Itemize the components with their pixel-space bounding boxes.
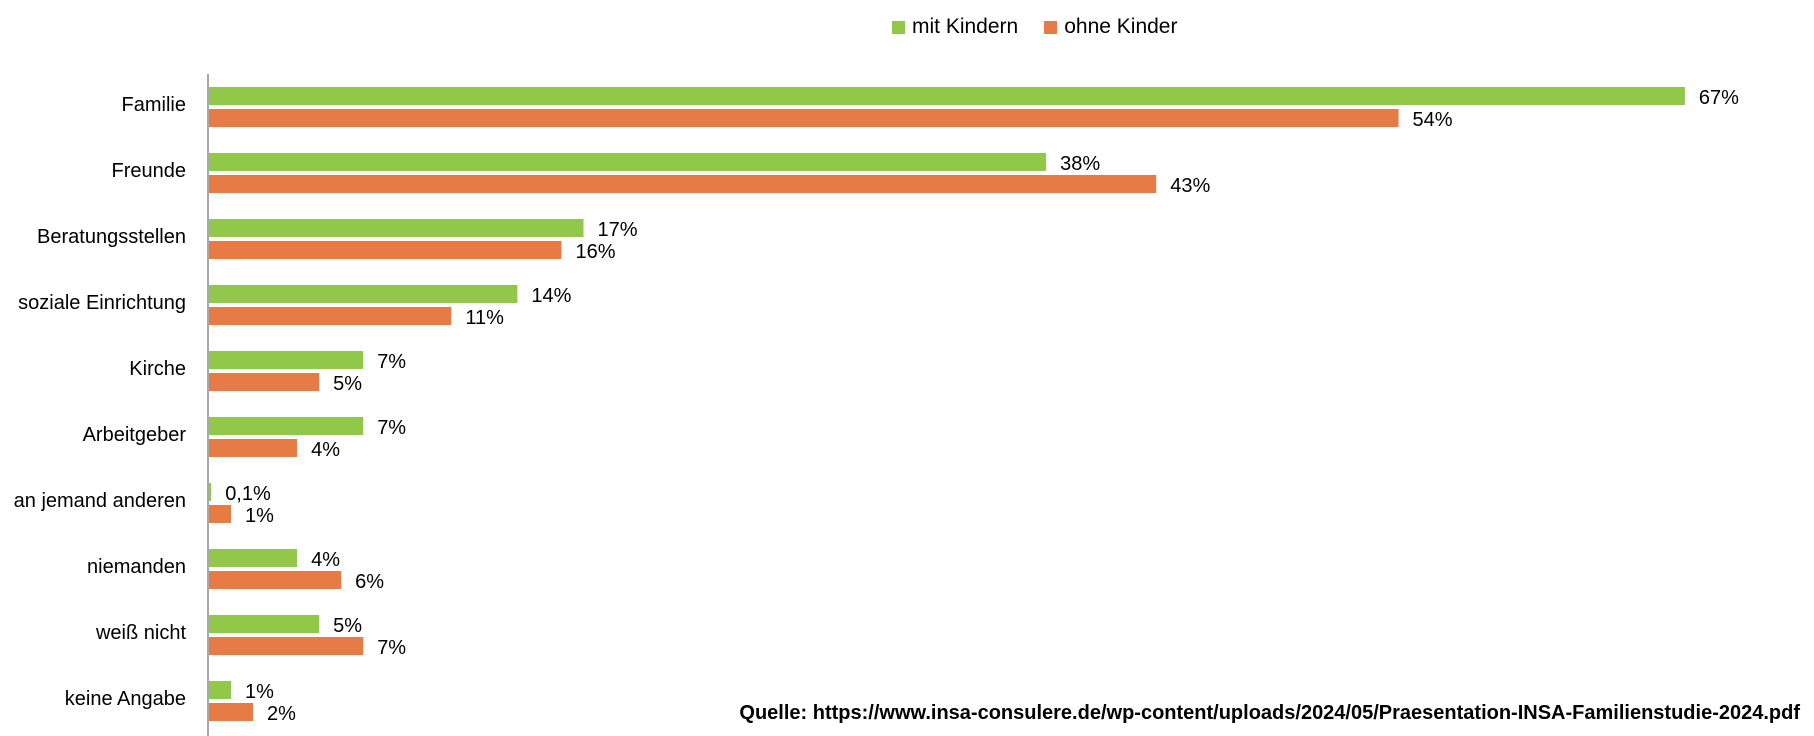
category-label-familie: Familie xyxy=(122,94,186,116)
data-label-mit-kindern-an-jemand-anderen: 0,1% xyxy=(225,483,271,505)
category-label-weiss-nicht: weiß nicht xyxy=(95,622,186,644)
data-label-mit-kindern-keine-angabe: 1% xyxy=(245,681,274,703)
bar-mit-kindern-freunde xyxy=(209,153,1047,171)
bar-mit-kindern-arbeitgeber xyxy=(209,417,364,435)
bar-ohne-kinder-familie xyxy=(209,109,1399,127)
bar-ohne-kinder-freunde xyxy=(209,175,1157,193)
category-label-soziale-einrichtung: soziale Einrichtung xyxy=(18,292,186,314)
data-label-ohne-kinder-niemanden: 6% xyxy=(355,571,384,593)
data-label-mit-kindern-kirche: 7% xyxy=(377,351,406,373)
data-label-mit-kindern-soziale-einrichtung: 14% xyxy=(531,285,571,307)
bar-ohne-kinder-kirche xyxy=(209,373,320,391)
category-label-niemanden: niemanden xyxy=(87,556,186,578)
data-label-ohne-kinder-weiss-nicht: 7% xyxy=(377,637,406,659)
data-label-mit-kindern-arbeitgeber: 7% xyxy=(377,417,406,439)
bar-ohne-kinder-weiss-nicht xyxy=(209,637,364,655)
bar-ohne-kinder-niemanden xyxy=(209,571,342,589)
bar-mit-kindern-niemanden xyxy=(209,549,298,567)
data-label-ohne-kinder-keine-angabe: 2% xyxy=(267,703,296,725)
source-note: Quelle: https://www.insa-consulere.de/wp… xyxy=(739,702,1800,724)
bar-mit-kindern-beratungsstellen xyxy=(209,219,584,237)
data-label-mit-kindern-weiss-nicht: 5% xyxy=(333,615,362,637)
legend-swatch-mit-kindern xyxy=(892,20,905,34)
data-label-mit-kindern-niemanden: 4% xyxy=(311,549,340,571)
legend-item-mit-kindern: mit Kindern xyxy=(892,15,1018,39)
bar-ohne-kinder-beratungsstellen xyxy=(209,241,562,259)
data-label-ohne-kinder-arbeitgeber: 4% xyxy=(311,439,340,461)
bar-mit-kindern-keine-angabe xyxy=(209,681,232,699)
bar-mit-kindern-kirche xyxy=(209,351,364,369)
category-label-beratungsstellen: Beratungsstellen xyxy=(37,226,186,248)
category-label-kirche: Kirche xyxy=(129,358,186,380)
legend-item-ohne-kinder: ohne Kinder xyxy=(1044,15,1177,39)
bar-ohne-kinder-keine-angabe xyxy=(209,703,254,721)
legend-label-ohne-kinder: ohne Kinder xyxy=(1064,15,1178,38)
legend-label-mit-kindern: mit Kindern xyxy=(912,15,1019,38)
bar-ohne-kinder-an-jemand-anderen xyxy=(209,505,232,523)
data-label-mit-kindern-familie: 67% xyxy=(1699,87,1739,109)
category-label-keine-angabe: keine Angabe xyxy=(65,688,186,710)
bar-mit-kindern-soziale-einrichtung xyxy=(209,285,518,303)
data-label-mit-kindern-beratungsstellen: 17% xyxy=(597,219,637,241)
category-label-freunde: Freunde xyxy=(112,160,187,182)
legend: mit Kindern ohne Kinder xyxy=(892,14,1203,40)
data-label-ohne-kinder-soziale-einrichtung: 11% xyxy=(465,307,504,329)
legend-swatch-ohne-kinder xyxy=(1044,20,1058,34)
bar-ohne-kinder-arbeitgeber xyxy=(209,439,298,457)
bar-mit-kindern-weiss-nicht xyxy=(209,615,320,633)
bars-group: Familie 67% 54% Freunde 38% 43% Beratungsstell… xyxy=(14,87,1739,725)
bar-mit-kindern-an-jemand-anderen xyxy=(209,483,212,501)
data-label-ohne-kinder-kirche: 5% xyxy=(333,373,362,395)
bar-ohne-kinder-soziale-einrichtung xyxy=(209,307,452,325)
data-label-ohne-kinder-beratungsstellen: 16% xyxy=(575,241,615,263)
bar-mit-kindern-familie xyxy=(209,87,1685,105)
data-label-mit-kindern-freunde: 38% xyxy=(1060,153,1100,175)
category-label-an-jemand-anderen: an jemand anderen xyxy=(14,490,186,512)
data-label-ohne-kinder-familie: 54% xyxy=(1413,109,1453,131)
category-label-arbeitgeber: Arbeitgeber xyxy=(83,424,187,446)
data-label-ohne-kinder-freunde: 43% xyxy=(1170,175,1210,197)
data-label-ohne-kinder-an-jemand-anderen: 1% xyxy=(245,505,274,527)
